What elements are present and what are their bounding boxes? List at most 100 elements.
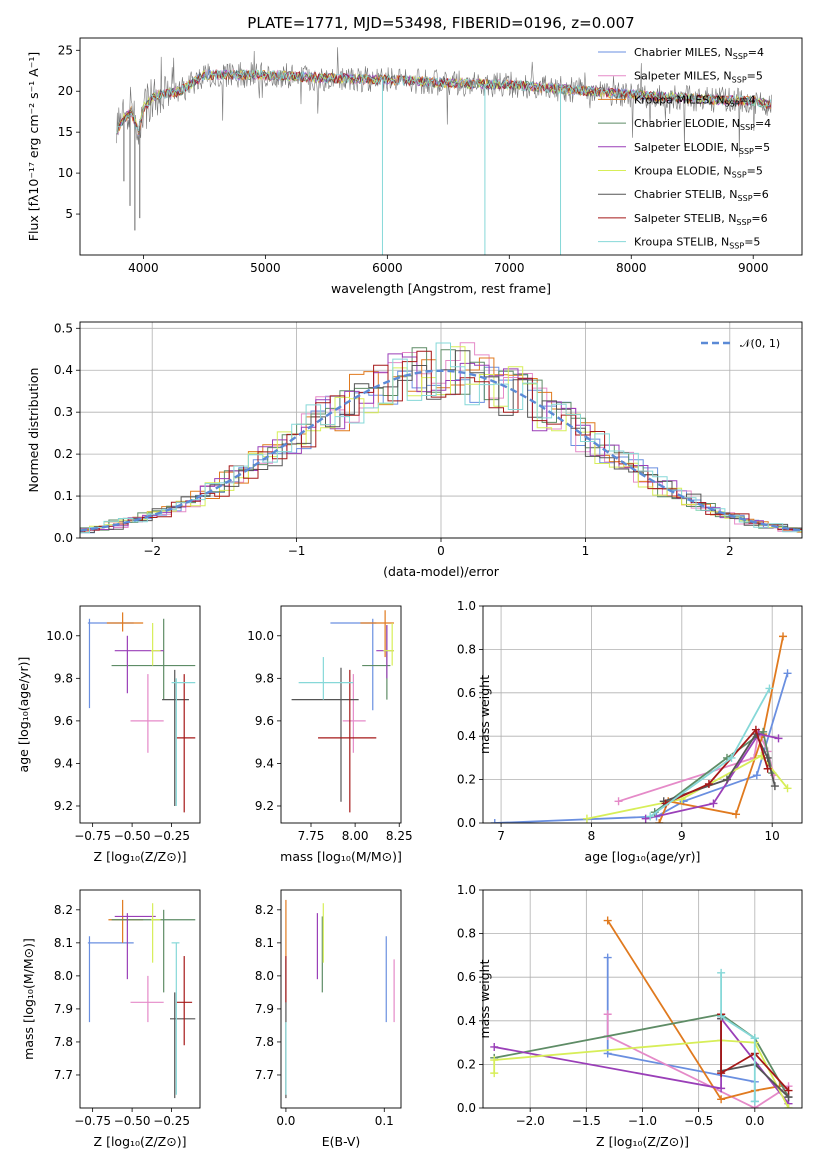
x-tick-label: −2.0 — [516, 1114, 545, 1128]
y-tick-label: 10 — [58, 166, 73, 180]
x-axis-label: Z [log₁₀(Z/Z⊙)] — [94, 1134, 187, 1149]
data-point — [655, 819, 664, 823]
x-tick-label: 7.75 — [298, 829, 325, 843]
errorbar-salpeter-stelib — [318, 669, 377, 813]
axes-frame — [79, 605, 201, 824]
x-axis-label: mass [log₁₀(M/M⊙)] — [280, 849, 402, 864]
x-tick-label: 9 — [678, 829, 686, 843]
legend-entry: Kroupa MILES, NSSP=4 — [634, 93, 756, 108]
data-point — [779, 632, 788, 641]
y-tick-label: 0.2 — [457, 1057, 476, 1071]
series-line — [720, 972, 756, 1102]
errorbars — [87, 612, 196, 813]
data-point — [727, 753, 736, 762]
errorbar-chabrier-elodie — [111, 618, 196, 700]
x-tick-label: 7 — [497, 829, 505, 843]
data-point — [770, 782, 779, 791]
data-point — [582, 814, 591, 823]
x-tick-label: −0.5 — [684, 1114, 713, 1128]
y-tick-label: 7.8 — [255, 1035, 274, 1049]
y-tick-label: 0.5 — [54, 321, 73, 335]
mass-age-panel: 7.75 8.00 8.25 9.2 9.4 9.6 9.8 10.0 mass [log₁₀(… — [247, 605, 413, 864]
data-point — [646, 812, 655, 821]
y-tick-label: 8.0 — [54, 969, 73, 983]
z-age-panel: −0.75 −0.50 −0.25 9.2 9.4 9.6 9.8 10.0 Z [log₁₀(… — [16, 605, 201, 864]
histogram-kroupa-stelib — [80, 342, 802, 534]
y-tick-label: 7.7 — [255, 1068, 274, 1082]
series-line — [720, 1014, 790, 1092]
errorbar-kroupa-stelib — [298, 657, 354, 700]
y-tick-label: 8.2 — [255, 903, 274, 917]
y-tick-label: 0.1 — [54, 489, 73, 503]
data-point — [709, 799, 718, 808]
y-tick-label: 0.2 — [54, 447, 73, 461]
data-point — [641, 814, 650, 823]
y-tick-label: 8.1 — [255, 936, 274, 950]
axes-frame — [280, 889, 402, 1109]
data-point — [603, 1010, 612, 1019]
data-point — [717, 968, 726, 977]
x-tick-label: 5000 — [250, 261, 281, 275]
errorbar-kroupa-elodie — [151, 903, 161, 963]
y-tick-label: 0.6 — [457, 686, 476, 700]
y-tick-label: 0.0 — [457, 816, 476, 830]
y-tick-label: 20 — [58, 84, 73, 98]
spectrum-lines — [116, 47, 772, 255]
data-point — [774, 734, 783, 743]
data-point — [750, 1097, 759, 1106]
model-spectrum-salpeter-stelib — [116, 68, 772, 135]
x-tick-label: 0.0 — [745, 1114, 764, 1128]
errorbar-salpeter-stelib — [176, 956, 193, 1046]
data-point — [717, 1069, 726, 1078]
y-tick-label: 15 — [58, 125, 73, 139]
data-point — [603, 916, 612, 925]
errorbar-salpeter-elodie — [114, 913, 156, 980]
residuals-panel: −2 −1 0 1 2 0.0 0.1 0.2 0.3 0.4 0.5 (data-model)/er… — [26, 321, 803, 579]
y-tick-label: 9.8 — [255, 671, 274, 685]
y-axis-label: Normed distribution — [26, 368, 41, 493]
x-tick-label: 0.0 — [276, 1114, 295, 1128]
errorbar-salpeter-stelib — [176, 674, 196, 813]
legend: 𝒩(0, 1) — [701, 337, 780, 350]
series-line — [654, 730, 774, 813]
axes-frame — [482, 889, 803, 1109]
errorbar-kroupa-elodie — [151, 623, 161, 666]
legend-entry: Chabrier ELODIE, NSSP=4 — [634, 117, 771, 132]
legend-entry: Salpeter MILES, NSSP=5 — [634, 70, 763, 85]
age-weight-panel: 7 8 9 10 0.0 0.2 0.4 0.6 0.8 1.0 age [log₁₀(age/yr… — [457, 599, 803, 864]
data-point — [614, 797, 623, 806]
data-point — [704, 779, 713, 788]
legend-entry: Chabrier MILES, NSSP=4 — [634, 46, 764, 61]
errorbars — [285, 899, 395, 1099]
spectrum-panel: PLATE=1771, MJD=53498, FIBERID=0196, z=0… — [26, 14, 803, 296]
legend-entry: Kroupa STELIB, NSSP=5 — [634, 236, 760, 251]
chart-title: PLATE=1771, MJD=53498, FIBERID=0196, z=0… — [247, 14, 634, 32]
legend-entry: Chabrier STELIB, NSSP=6 — [634, 188, 769, 203]
y-tick-label: 7.9 — [255, 1002, 274, 1016]
y-tick-label: 9.6 — [255, 714, 274, 728]
histograms — [80, 342, 802, 535]
y-tick-label: 0.8 — [457, 927, 476, 941]
y-tick-label: 9.8 — [54, 671, 73, 685]
x-tick-label: −0.50 — [114, 1114, 151, 1128]
data-point — [717, 1084, 726, 1093]
errorbar-salpeter-miles — [342, 674, 366, 753]
x-tick-label: −1.0 — [628, 1114, 657, 1128]
series-line — [586, 754, 789, 820]
errorbar-salpeter-miles — [130, 975, 164, 1023]
y-tick-label: 0.3 — [54, 405, 73, 419]
model-spectrum-kroupa-stelib — [116, 69, 772, 135]
normal-curve — [80, 369, 802, 532]
x-tick-label: −0.75 — [74, 829, 111, 843]
y-tick-label: 0.4 — [457, 1014, 476, 1028]
z-weight-panel: −2.0 −1.5 −1.0 −0.5 0.0 0.0 0.2 0.4 0.6 0.8 1.0 Z [… — [457, 883, 803, 1149]
errorbar-kroupa-stelib — [171, 678, 196, 806]
y-tick-label: 0.8 — [457, 642, 476, 656]
x-tick-label: −0.75 — [74, 1114, 111, 1128]
data-point — [490, 1042, 499, 1051]
errorbar-salpeter-miles — [130, 674, 164, 753]
y-tick-label: 10.0 — [46, 629, 73, 643]
errorbar-kroupa-miles — [360, 610, 394, 658]
y-tick-label: 9.4 — [54, 756, 73, 770]
x-tick-label: 6000 — [372, 261, 403, 275]
